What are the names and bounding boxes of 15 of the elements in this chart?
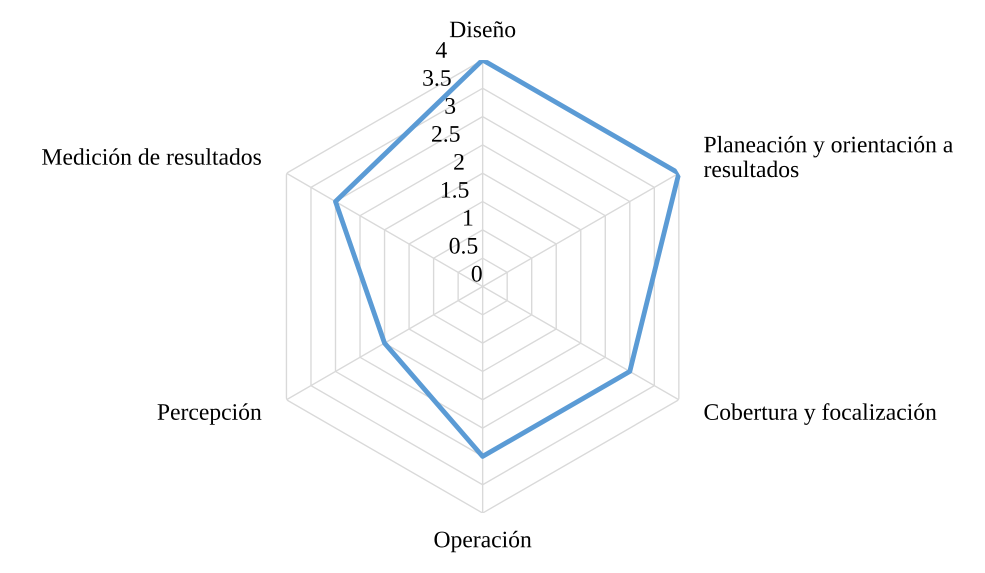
y-tick-label: 0: [472, 266, 482, 282]
y-tick-label: 1: [464, 210, 472, 226]
y-tick-label: 2: [454, 154, 464, 170]
spoke-label: Diseño: [450, 21, 516, 38]
y-tick-label: 4: [436, 42, 447, 58]
spoke-label: Planeación y orientación a resultados: [704, 136, 953, 178]
y-tick-label: 0.5: [450, 238, 478, 254]
spoke-label: Cobertura y focalización: [704, 403, 937, 425]
y-tick-label: 3: [445, 98, 456, 114]
y-tick-label: 3.5: [423, 70, 451, 86]
y-tick-label: 2.5: [432, 126, 460, 142]
spoke-label: Medición de resultados: [42, 148, 261, 165]
spoke-label: Operación: [434, 530, 532, 552]
y-tick-label: 1.5: [442, 182, 468, 198]
spoke-label: Percepción: [158, 403, 262, 425]
